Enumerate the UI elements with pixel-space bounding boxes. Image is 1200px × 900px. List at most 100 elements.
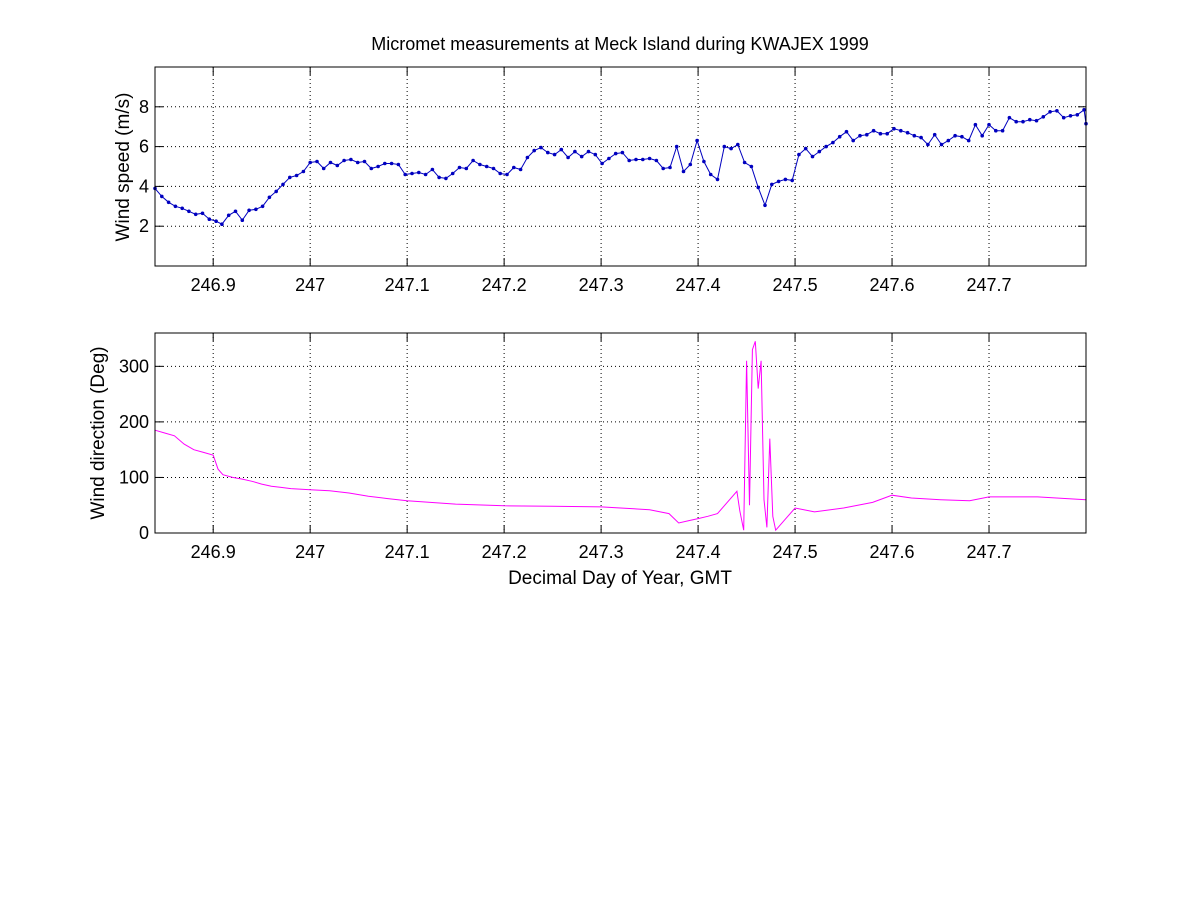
wind-speed-data-point (919, 135, 923, 140)
wind-speed-data-point (1014, 119, 1018, 124)
wind-speed-data-point (634, 157, 638, 162)
wind-speed-data-point (749, 164, 754, 169)
wind-speed-data-point (518, 167, 523, 172)
wind-speed-data-point (973, 122, 978, 127)
wind-speed-data-point (1075, 113, 1080, 117)
wind-speed-data-point (1068, 114, 1073, 118)
wind-speed-data-point (308, 160, 313, 165)
wind-speed-y-tick-label: 2 (139, 216, 149, 236)
wind-speed-ticks: 246.9 247 247.1 247.2 247.3 247.4 247.5 247.6 24… (139, 67, 1086, 295)
wind-speed-data-point (254, 207, 258, 212)
wind-speed-data-point (688, 162, 693, 167)
wind-speed-data-point (410, 171, 414, 176)
wind-direction-y-tick-label: 100 (119, 467, 149, 487)
wind-speed-data-point (349, 157, 353, 162)
wind-speed-data-point (532, 148, 536, 153)
wind-speed-data-point (226, 213, 231, 218)
wind-direction-x-tick-label: 247.1 (385, 542, 430, 562)
wind-speed-data-point (457, 165, 462, 170)
wind-direction-axes-box (154, 332, 1087, 534)
wind-speed-data-point (702, 159, 706, 164)
wind-direction-y-tick-label: 0 (139, 523, 149, 543)
wind-speed-data-point (960, 134, 964, 139)
wind-speed-data-point (797, 152, 801, 157)
wind-direction-x-tick-label: 247.4 (676, 542, 721, 562)
wind-speed-data-point (552, 152, 557, 157)
wind-speed-data-point (939, 142, 944, 147)
wind-speed-y-tick-label: 8 (139, 97, 149, 117)
wind-speed-data-point (321, 166, 326, 171)
wind-speed-data-point (586, 149, 591, 154)
wind-speed-data-point (932, 132, 937, 137)
wind-speed-data-point (593, 152, 598, 157)
wind-speed-data-point (247, 208, 251, 213)
wind-speed-data-point (994, 128, 998, 133)
wind-speed-data-point (491, 166, 496, 171)
wind-speed-series-line (154, 108, 1087, 225)
wind-speed-data-point (790, 178, 794, 183)
wind-speed-data-point (729, 146, 733, 151)
wind-speed-x-tick-label: 246.9 (191, 275, 236, 295)
wind-direction-series (154, 341, 1087, 532)
wind-speed-data-point (376, 164, 380, 169)
wind-speed-data-point (417, 170, 421, 175)
wind-speed-data-point (559, 147, 564, 152)
wind-speed-data-point (824, 144, 828, 149)
wind-speed-data-point (166, 200, 171, 205)
wind-speed-data-point (187, 209, 191, 214)
wind-speed-data-point (498, 171, 503, 176)
wind-speed-data-point (301, 169, 306, 174)
wind-speed-data-point (267, 195, 272, 200)
wind-speed-y-tick-label: 6 (139, 137, 149, 157)
wind-speed-series (153, 108, 1088, 226)
wind-speed-data-point (600, 161, 604, 166)
wind-speed-data-point (389, 161, 394, 166)
wind-speed-data-point (423, 172, 428, 177)
wind-speed-data-point (396, 162, 401, 167)
wind-speed-data-point (817, 149, 822, 154)
wind-speed-data-point (831, 140, 835, 145)
wind-direction-ticks: 246.9 247 247.1 247.2 247.3 247.4 247.5 247.6 24… (119, 333, 1086, 562)
wind-speed-data-point (1028, 117, 1032, 122)
wind-speed-data-point (613, 151, 618, 156)
wind-speed-data-point (160, 194, 164, 199)
wind-direction-x-tick-label: 247.2 (482, 542, 527, 562)
wind-speed-data-point (783, 177, 788, 182)
wind-speed-data-point (437, 175, 441, 180)
wind-speed-data-point (484, 164, 489, 169)
wind-speed-data-point (1000, 128, 1005, 133)
wind-speed-data-point (763, 203, 767, 208)
wind-direction-y-tick-label: 300 (119, 356, 149, 376)
wind-speed-data-point (200, 211, 205, 216)
wind-speed-data-point (912, 133, 917, 138)
wind-direction-y-tick-label: 200 (119, 412, 149, 432)
wind-speed-data-point (966, 138, 971, 143)
wind-speed-data-point (505, 172, 509, 177)
wind-speed-data-point (647, 156, 652, 161)
wind-speed-data-point (173, 204, 178, 209)
wind-speed-data-point (464, 166, 469, 171)
wind-speed-data-point (1055, 109, 1059, 113)
wind-speed-data-point (736, 142, 740, 147)
wind-speed-data-point (756, 185, 760, 190)
wind-speed-data-point (871, 128, 876, 133)
wind-direction-x-tick-label: 246.9 (191, 542, 236, 562)
wind-direction-gridlines (155, 333, 1086, 533)
wind-speed-data-point (742, 160, 747, 165)
wind-speed-y-label: Wind speed (m/s) (113, 93, 134, 242)
wind-speed-data-point (851, 138, 855, 143)
wind-direction-y-label: Wind direction (Deg) (88, 346, 109, 519)
wind-speed-x-tick-label: 247.3 (579, 275, 624, 295)
wind-speed-data-point (803, 146, 808, 151)
wind-speed-data-point (1082, 108, 1086, 112)
wind-speed-data-point (620, 150, 625, 155)
wind-speed-data-point (403, 172, 408, 177)
wind-speed-data-point (512, 165, 516, 170)
wind-speed-data-point (722, 144, 727, 149)
wind-speed-data-point (450, 171, 455, 176)
wind-speed-data-point (214, 219, 218, 223)
wind-speed-data-point (579, 154, 584, 159)
wind-speed-data-point (288, 175, 292, 180)
wind-speed-data-point (885, 131, 889, 136)
